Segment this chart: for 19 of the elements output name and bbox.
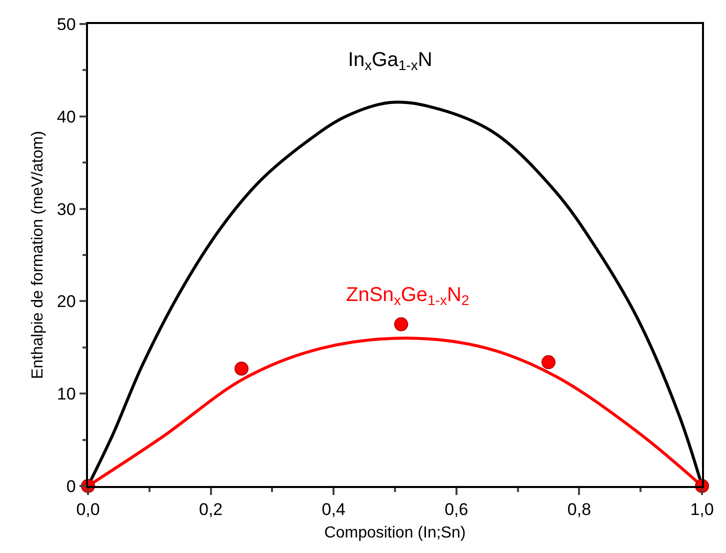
series-label: In$_{x}$Ga$_{1-x}$N (348, 49, 432, 74)
x-tick-label: 1,0 (690, 500, 714, 520)
x-tick-label: 0,4 (322, 500, 346, 520)
x-axis-title: Composition (In;Sn) (324, 524, 466, 542)
point (234, 362, 248, 376)
y-tick-label: 10 (56, 384, 76, 404)
point (542, 355, 556, 370)
y-tick-label: 50 (56, 14, 76, 34)
y-axis-title: Enthalpie de formation (meV/atom) (29, 130, 46, 380)
x-tick-label: 0,0 (76, 500, 100, 520)
x-tick-label: 0,6 (444, 500, 468, 520)
x-tick-label: 0,8 (567, 500, 592, 520)
x-tick-label: 0,2 (198, 500, 223, 520)
y-tick-label: 0 (66, 476, 76, 496)
y-tick-label: 40 (56, 107, 76, 126)
point (394, 317, 408, 332)
y-tick-label: 30 (56, 200, 76, 219)
y-tick-label: 20 (56, 292, 76, 312)
series-label: ZnSn$_{x}$Ge$_{1-x}$N$_{2}$ (346, 284, 470, 308)
